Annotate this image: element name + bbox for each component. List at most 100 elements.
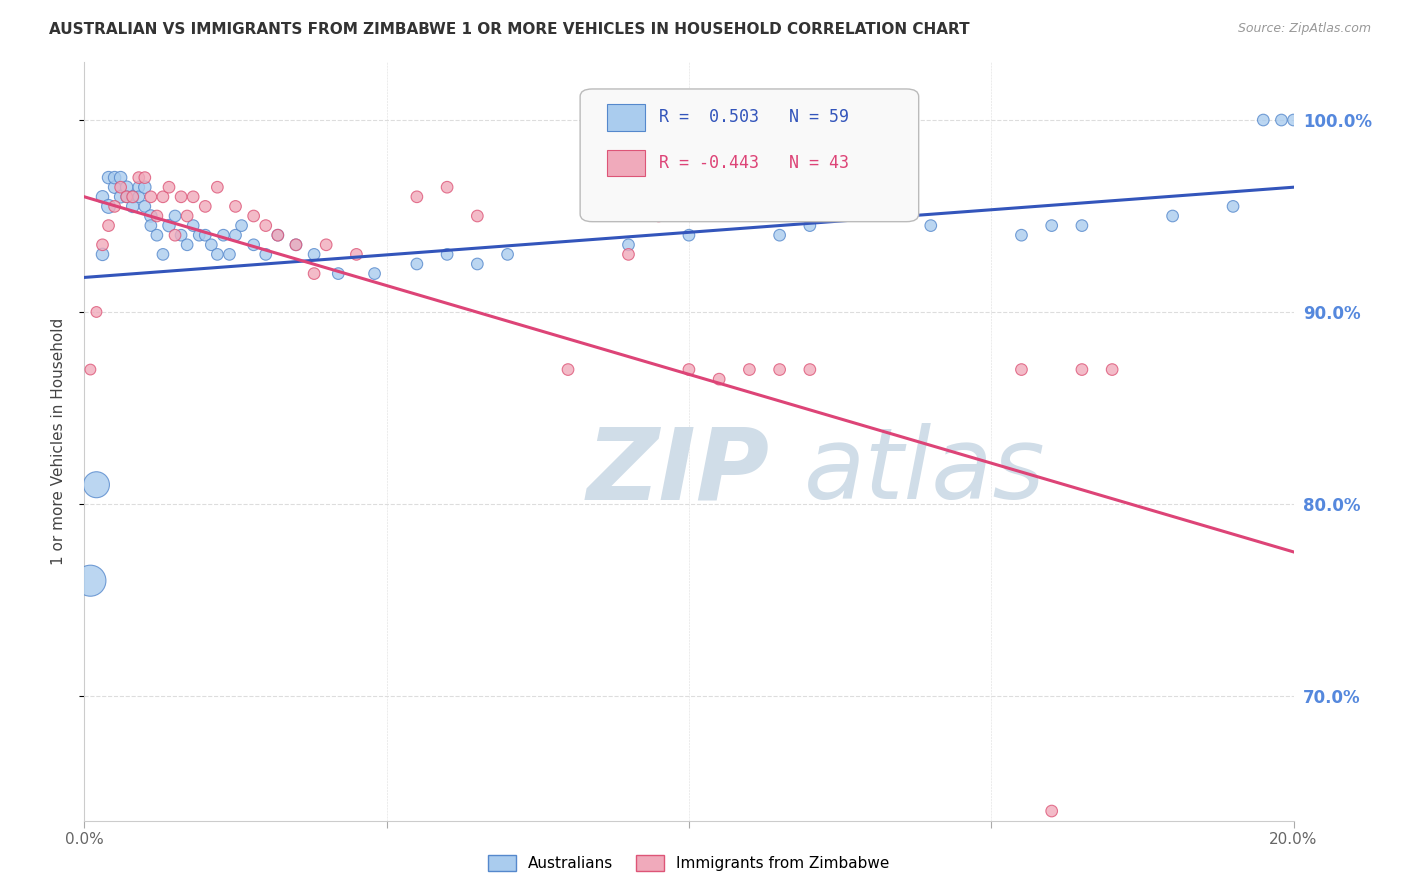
Point bbox=[799, 362, 821, 376]
Point bbox=[86, 305, 108, 319]
Point bbox=[134, 170, 156, 185]
Point bbox=[467, 257, 489, 271]
Point bbox=[1011, 228, 1033, 243]
Point bbox=[1011, 362, 1033, 376]
Point bbox=[139, 219, 162, 233]
Point bbox=[557, 362, 579, 376]
Point bbox=[121, 199, 143, 213]
Point bbox=[1071, 219, 1094, 233]
Point bbox=[115, 190, 138, 204]
Point bbox=[769, 362, 792, 376]
Point bbox=[678, 228, 700, 243]
Point bbox=[97, 170, 120, 185]
Point bbox=[181, 219, 204, 233]
Point bbox=[170, 228, 193, 243]
Point bbox=[110, 180, 132, 194]
Point bbox=[176, 237, 198, 252]
FancyBboxPatch shape bbox=[581, 89, 918, 221]
Point bbox=[157, 219, 180, 233]
Point bbox=[104, 170, 127, 185]
Point bbox=[617, 247, 640, 261]
Text: R = -0.443   N = 43: R = -0.443 N = 43 bbox=[659, 153, 849, 171]
Point bbox=[254, 219, 277, 233]
Point bbox=[79, 574, 101, 588]
Point bbox=[363, 267, 385, 281]
Text: atlas: atlas bbox=[804, 424, 1046, 520]
Point bbox=[170, 190, 193, 204]
Point bbox=[152, 190, 174, 204]
Point bbox=[225, 199, 247, 213]
Text: Source: ZipAtlas.com: Source: ZipAtlas.com bbox=[1237, 22, 1371, 36]
Point bbox=[648, 209, 671, 223]
Point bbox=[91, 190, 114, 204]
Point bbox=[200, 237, 222, 252]
Point bbox=[165, 228, 187, 243]
Y-axis label: 1 or more Vehicles in Household: 1 or more Vehicles in Household bbox=[51, 318, 66, 566]
Point bbox=[769, 228, 792, 243]
Point bbox=[1101, 362, 1123, 376]
Point bbox=[920, 219, 942, 233]
Point bbox=[181, 190, 204, 204]
Point bbox=[218, 247, 240, 261]
Point bbox=[91, 247, 114, 261]
Point bbox=[315, 237, 337, 252]
Point bbox=[97, 219, 120, 233]
Point bbox=[1282, 113, 1305, 128]
Point bbox=[1270, 113, 1292, 128]
Point bbox=[146, 228, 169, 243]
Point bbox=[115, 190, 138, 204]
Point bbox=[91, 237, 114, 252]
Point bbox=[104, 199, 127, 213]
Point bbox=[134, 180, 156, 194]
Point bbox=[267, 228, 290, 243]
Point bbox=[709, 372, 731, 386]
Point bbox=[1040, 804, 1063, 818]
Point bbox=[146, 209, 169, 223]
Point bbox=[188, 228, 211, 243]
Point bbox=[1040, 219, 1063, 233]
Point bbox=[254, 247, 277, 261]
Point bbox=[110, 170, 132, 185]
Point bbox=[285, 237, 308, 252]
Bar bbox=[607, 150, 645, 176]
Point bbox=[165, 209, 187, 223]
Point bbox=[328, 267, 350, 281]
Point bbox=[110, 190, 132, 204]
Point bbox=[128, 180, 150, 194]
Point bbox=[436, 247, 458, 261]
Point bbox=[97, 199, 120, 213]
Point bbox=[799, 219, 821, 233]
Point bbox=[128, 190, 150, 204]
Point bbox=[496, 247, 519, 261]
Point bbox=[121, 190, 143, 204]
Point bbox=[115, 180, 138, 194]
Point bbox=[436, 180, 458, 194]
Point bbox=[79, 362, 101, 376]
Text: R =  0.503   N = 59: R = 0.503 N = 59 bbox=[659, 108, 849, 126]
Point bbox=[242, 237, 264, 252]
Point bbox=[617, 237, 640, 252]
Point bbox=[104, 180, 127, 194]
Point bbox=[157, 180, 180, 194]
Point bbox=[152, 247, 174, 261]
Point bbox=[678, 362, 700, 376]
Legend: Australians, Immigrants from Zimbabwe: Australians, Immigrants from Zimbabwe bbox=[482, 849, 896, 878]
Point bbox=[1253, 113, 1275, 128]
Point bbox=[86, 477, 108, 491]
Text: ZIP: ZIP bbox=[586, 424, 769, 520]
Point bbox=[194, 228, 217, 243]
Point bbox=[1222, 199, 1244, 213]
Point bbox=[242, 209, 264, 223]
Point bbox=[302, 247, 325, 261]
Point bbox=[121, 190, 143, 204]
Point bbox=[176, 209, 198, 223]
Bar bbox=[607, 104, 645, 130]
Point bbox=[139, 190, 162, 204]
Point bbox=[134, 199, 156, 213]
Point bbox=[207, 180, 229, 194]
Point bbox=[738, 362, 761, 376]
Point bbox=[406, 190, 429, 204]
Point bbox=[225, 228, 247, 243]
Point bbox=[128, 170, 150, 185]
Point bbox=[212, 228, 235, 243]
